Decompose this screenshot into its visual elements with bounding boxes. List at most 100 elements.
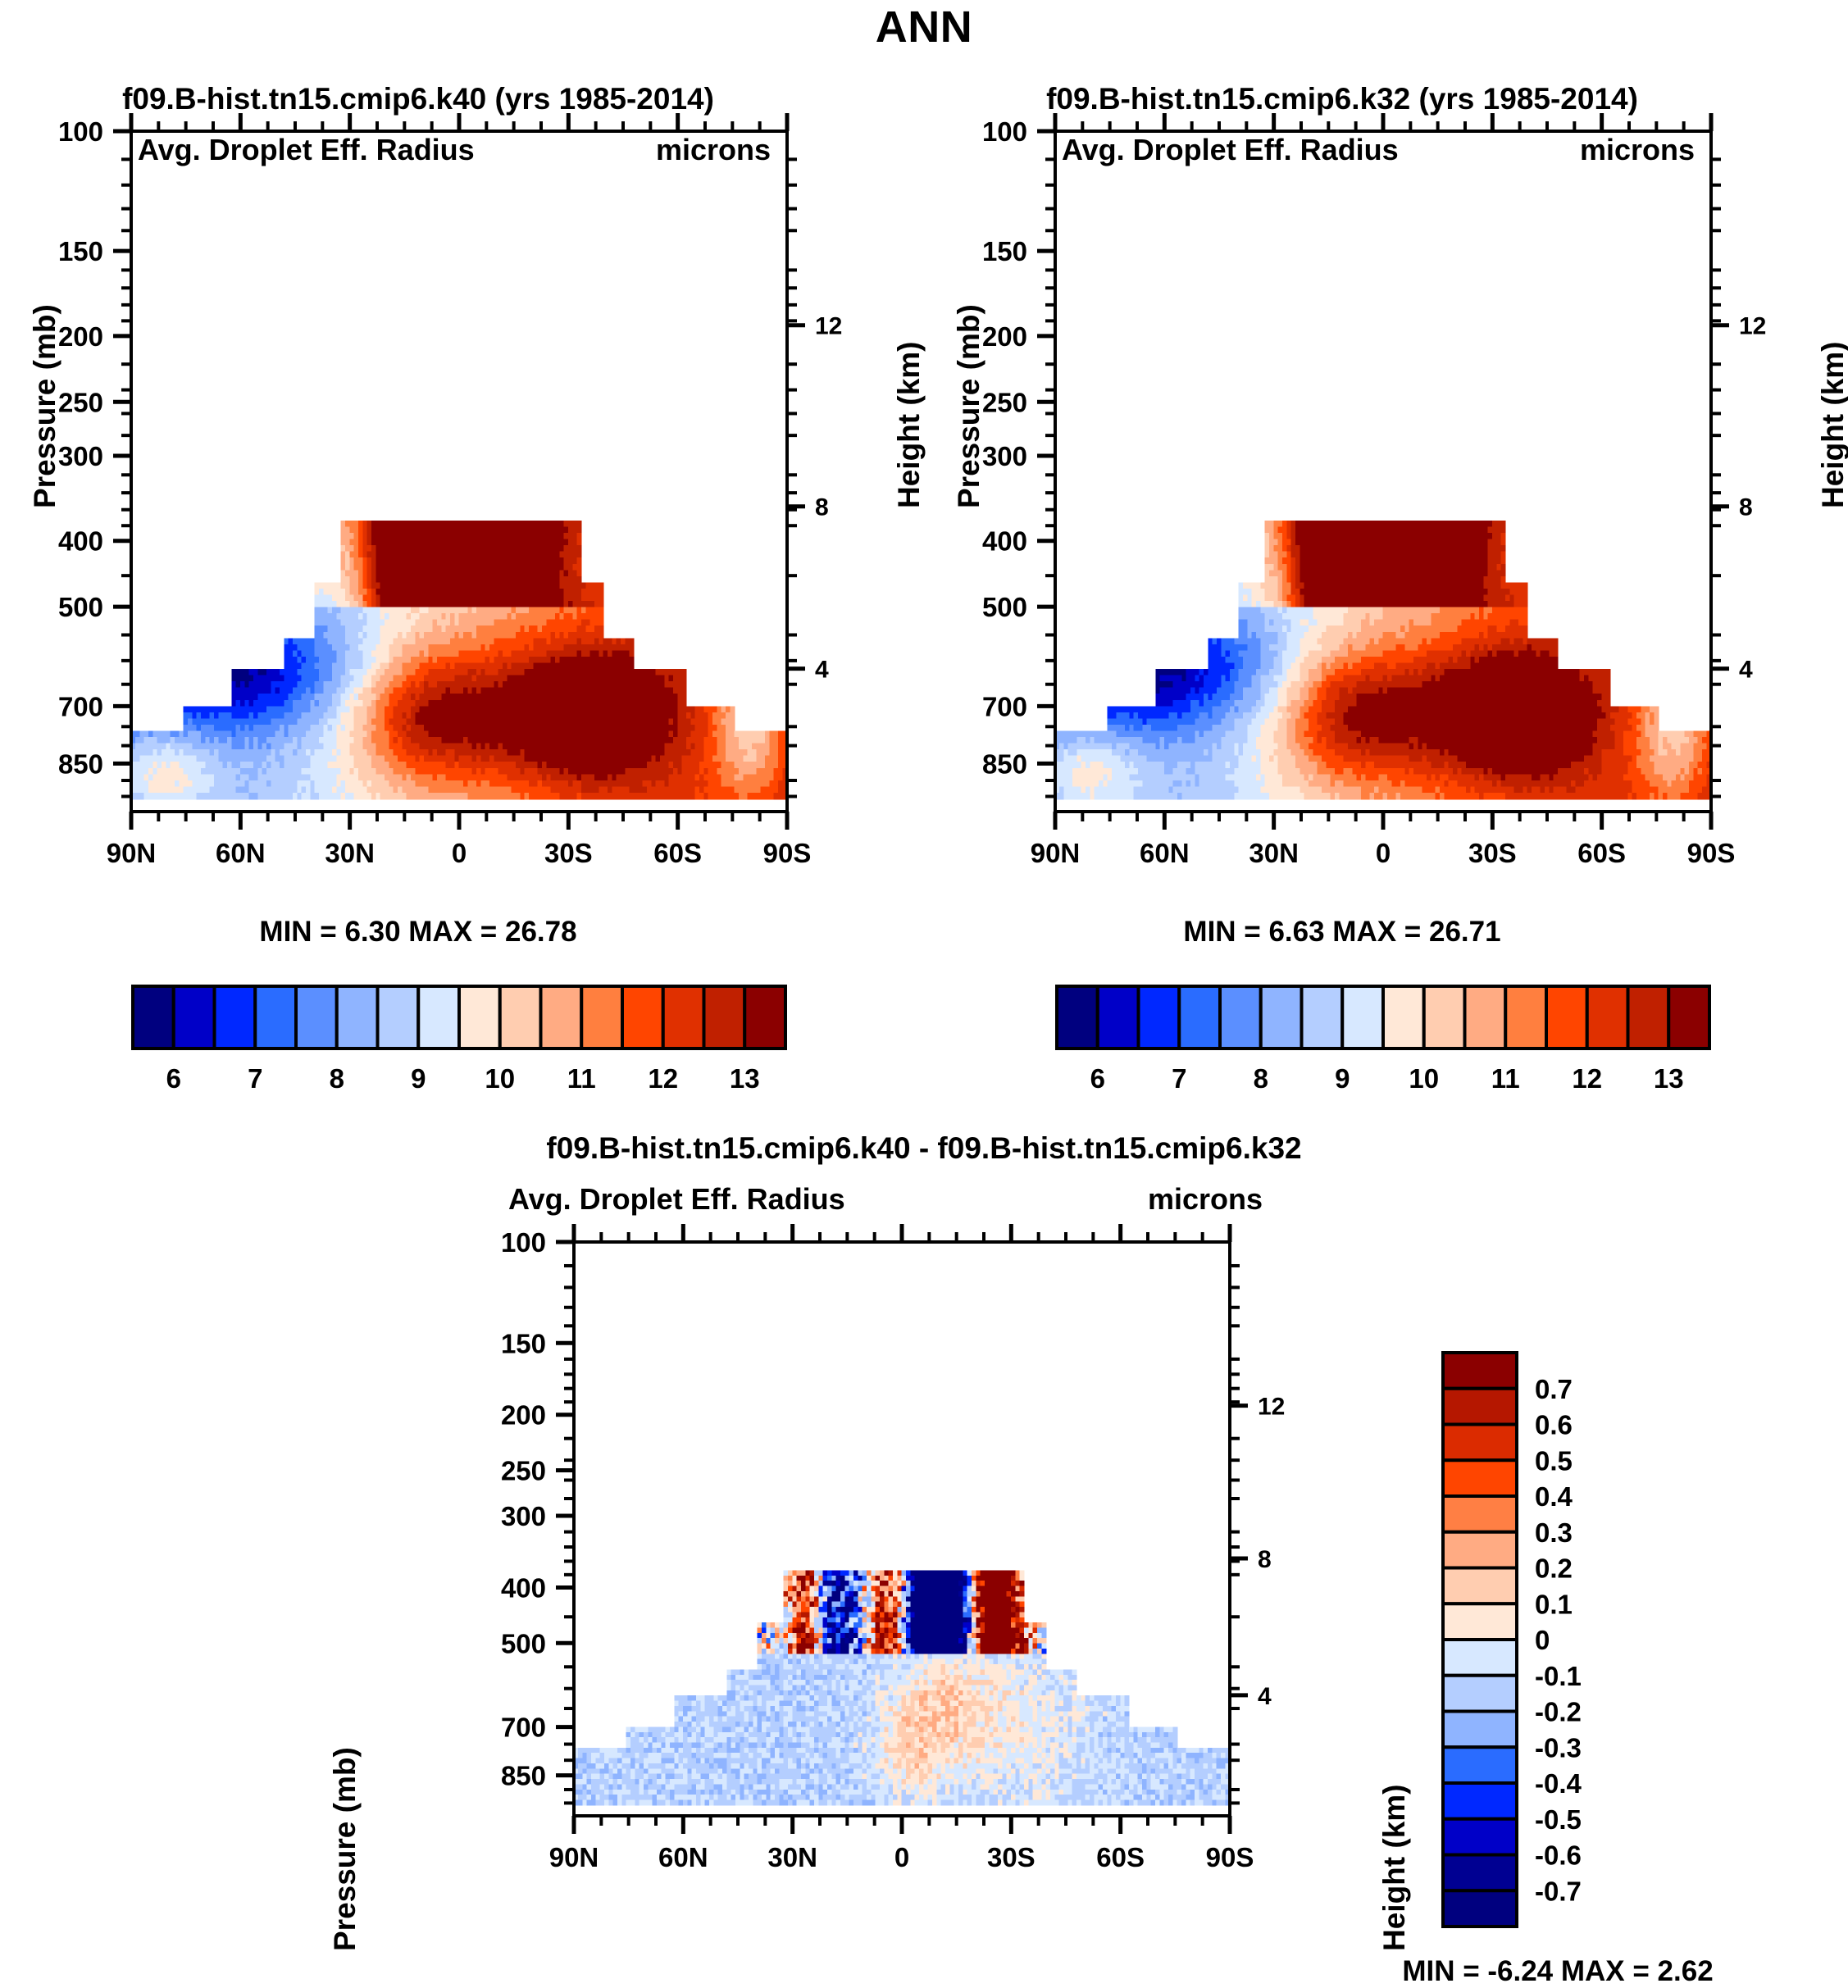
- tick-label: 0: [894, 1842, 909, 1872]
- panel-top-left-minmax: MIN = 6.30 MAX = 26.78: [107, 916, 730, 949]
- tick-label: 12: [1258, 1394, 1285, 1421]
- tick-label: 4: [1258, 1683, 1272, 1710]
- colorbar-cell[interactable]: [1587, 986, 1628, 1049]
- tick-label: 200: [982, 321, 1027, 352]
- colorbar-cell[interactable]: [541, 986, 582, 1049]
- colorbar-cell[interactable]: [1443, 1855, 1517, 1891]
- colorbar-cell[interactable]: [337, 986, 378, 1049]
- colorbar-cell[interactable]: [1505, 986, 1546, 1049]
- tick-label: 12: [1739, 313, 1766, 340]
- tick-label: 90N: [1031, 838, 1081, 868]
- tick-label: 90S: [1687, 838, 1736, 868]
- colorbar-cell[interactable]: [1139, 986, 1180, 1049]
- colorbar-cell[interactable]: [1443, 1747, 1517, 1783]
- tick-label: 4: [1739, 657, 1753, 684]
- tick-label: 90N: [549, 1842, 599, 1872]
- colorbar-diff-svg[interactable]: 0.70.60.50.40.30.20.10-0.1-0.2-0.3-0.4-0…: [1427, 1336, 1837, 1959]
- tick-label: 7: [248, 1063, 262, 1094]
- tick-label: 150: [501, 1328, 546, 1358]
- colorbar-cell[interactable]: [744, 986, 785, 1049]
- colorbar-cell[interactable]: [1668, 986, 1709, 1049]
- colorbar-cell[interactable]: [1443, 1425, 1517, 1461]
- colorbar-cell[interactable]: [1443, 1389, 1517, 1425]
- colorbar-cell[interactable]: [1443, 1890, 1517, 1927]
- tick-label: 0: [452, 838, 467, 868]
- tick-label: 0.7: [1535, 1374, 1573, 1404]
- tick-label: 400: [501, 1572, 546, 1603]
- panel-top-right: f09.B-hist.tn15.cmip6.k32 (yrs 1985-2014…: [924, 82, 1848, 1115]
- colorbar-cell[interactable]: [1098, 986, 1139, 1049]
- tick-label: 500: [982, 592, 1027, 622]
- colorbar-cell[interactable]: [1443, 1532, 1517, 1568]
- colorbar-cell[interactable]: [1443, 1783, 1517, 1819]
- tick-label: 11: [1491, 1063, 1520, 1094]
- colorbar-cell[interactable]: [1546, 986, 1587, 1049]
- colorbar-cell[interactable]: [378, 986, 419, 1049]
- colorbar-cell[interactable]: [1443, 1460, 1517, 1496]
- tick-label: 850: [58, 748, 103, 779]
- colorbar-cell[interactable]: [1220, 986, 1261, 1049]
- tick-label: 400: [982, 526, 1027, 557]
- colorbar-cell[interactable]: [296, 986, 337, 1049]
- tick-label: 0: [1535, 1625, 1550, 1655]
- tick-label: 100: [58, 116, 103, 147]
- colorbar-cell[interactable]: [1628, 986, 1669, 1049]
- tick-label: 0.3: [1535, 1517, 1573, 1548]
- colorbar-cell[interactable]: [663, 986, 704, 1049]
- colorbar-cell[interactable]: [1342, 986, 1383, 1049]
- tick-label: 8: [1254, 1063, 1268, 1094]
- tick-label: 300: [501, 1501, 546, 1531]
- colorbar-cell[interactable]: [581, 986, 622, 1049]
- colorbar-cell[interactable]: [133, 986, 174, 1049]
- top-right-contour-field: [1055, 521, 1712, 799]
- colorbar-cell[interactable]: [1383, 986, 1424, 1049]
- tick-label: 10: [485, 1063, 515, 1094]
- tick-label: 700: [982, 691, 1027, 721]
- colorbar-cell[interactable]: [704, 986, 745, 1049]
- tick-label: 700: [58, 691, 103, 721]
- tick-label: 8: [1258, 1546, 1272, 1573]
- colorbar-cell[interactable]: [1302, 986, 1343, 1049]
- colorbar-cell[interactable]: [215, 986, 256, 1049]
- panel-top-left: f09.B-hist.tn15.cmip6.k40 (yrs 1985-2014…: [0, 82, 924, 1115]
- colorbar-cell[interactable]: [1443, 1676, 1517, 1712]
- colorbar-cell[interactable]: [1443, 1496, 1517, 1532]
- colorbar-cell[interactable]: [459, 986, 500, 1049]
- bottom-contour-field: [574, 1571, 1231, 1806]
- colorbar-cell[interactable]: [1443, 1353, 1517, 1389]
- colorbar-cell[interactable]: [1424, 986, 1465, 1049]
- tick-label: 30S: [987, 1842, 1036, 1872]
- tick-label: 90N: [107, 838, 157, 868]
- panel-bottom-diff: f09.B-hist.tn15.cmip6.k40 - f09.B-hist.t…: [0, 1131, 1848, 1981]
- tick-label: 6: [166, 1063, 181, 1094]
- tick-label: 10: [1409, 1063, 1439, 1094]
- colorbar-cell[interactable]: [1261, 986, 1302, 1049]
- colorbar-cell[interactable]: [1179, 986, 1220, 1049]
- tick-label: 850: [982, 748, 1027, 779]
- colorbar-cell[interactable]: [1443, 1640, 1517, 1676]
- colorbar-cell[interactable]: [418, 986, 459, 1049]
- tick-label: -0.4: [1535, 1768, 1582, 1799]
- tick-label: 0.4: [1535, 1481, 1573, 1512]
- colorbar-cell[interactable]: [500, 986, 541, 1049]
- colorbar-cell[interactable]: [255, 986, 296, 1049]
- tick-label: 11: [567, 1063, 596, 1094]
- colorbar-cell[interactable]: [174, 986, 215, 1049]
- colorbar-cell[interactable]: [1443, 1712, 1517, 1748]
- colorbar-cell[interactable]: [1443, 1604, 1517, 1640]
- tick-label: 60S: [1577, 838, 1626, 868]
- colorbar-cell[interactable]: [1443, 1819, 1517, 1855]
- colorbar-cell[interactable]: [622, 986, 663, 1049]
- colorbar-cell[interactable]: [1057, 986, 1098, 1049]
- tick-label: 30N: [1249, 838, 1299, 868]
- tick-label: 200: [501, 1400, 546, 1431]
- tick-label: 400: [58, 526, 103, 557]
- colorbar-cell[interactable]: [1465, 986, 1506, 1049]
- colorbar-cell[interactable]: [1443, 1568, 1517, 1604]
